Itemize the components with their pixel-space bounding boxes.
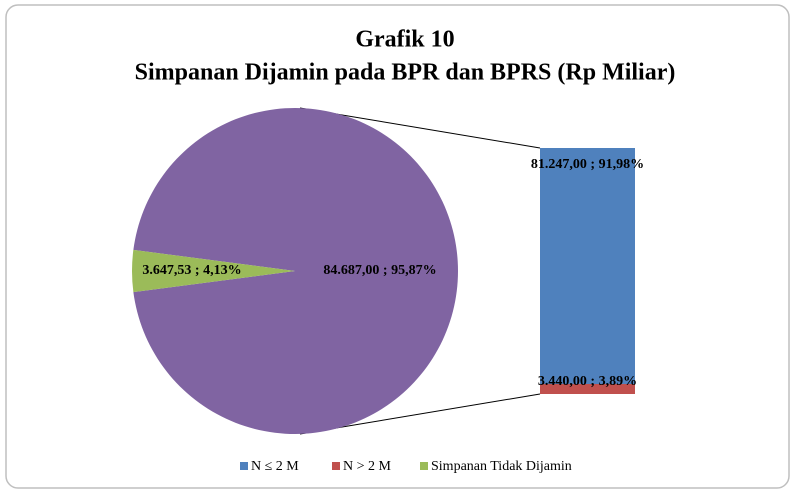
pie-slice <box>131 249 295 293</box>
slice-label: 84.687,00 ; 95,87% <box>323 263 436 278</box>
bar-label: 3.440,00 ; 3,89% <box>538 374 637 389</box>
legend-swatch <box>332 462 340 470</box>
legend-swatch <box>420 462 428 470</box>
legend-label: Simpanan Tidak Dijamin <box>431 459 572 474</box>
legend-label: N > 2 M <box>343 459 392 474</box>
bar-segment <box>540 384 635 394</box>
bar-label: 81.247,00 ; 91,98% <box>531 157 644 172</box>
bar-segment <box>540 148 635 385</box>
chart-subtitle: Simpanan Dijamin pada BPR dan BPRS (Rp M… <box>135 60 676 86</box>
legend-label: N ≤ 2 M <box>251 459 299 474</box>
slice-label: 3.647,53 ; 4,13% <box>142 263 241 278</box>
chart-title: Grafik 10 <box>355 27 454 53</box>
pie-slice <box>133 107 458 434</box>
legend-swatch <box>240 462 248 470</box>
